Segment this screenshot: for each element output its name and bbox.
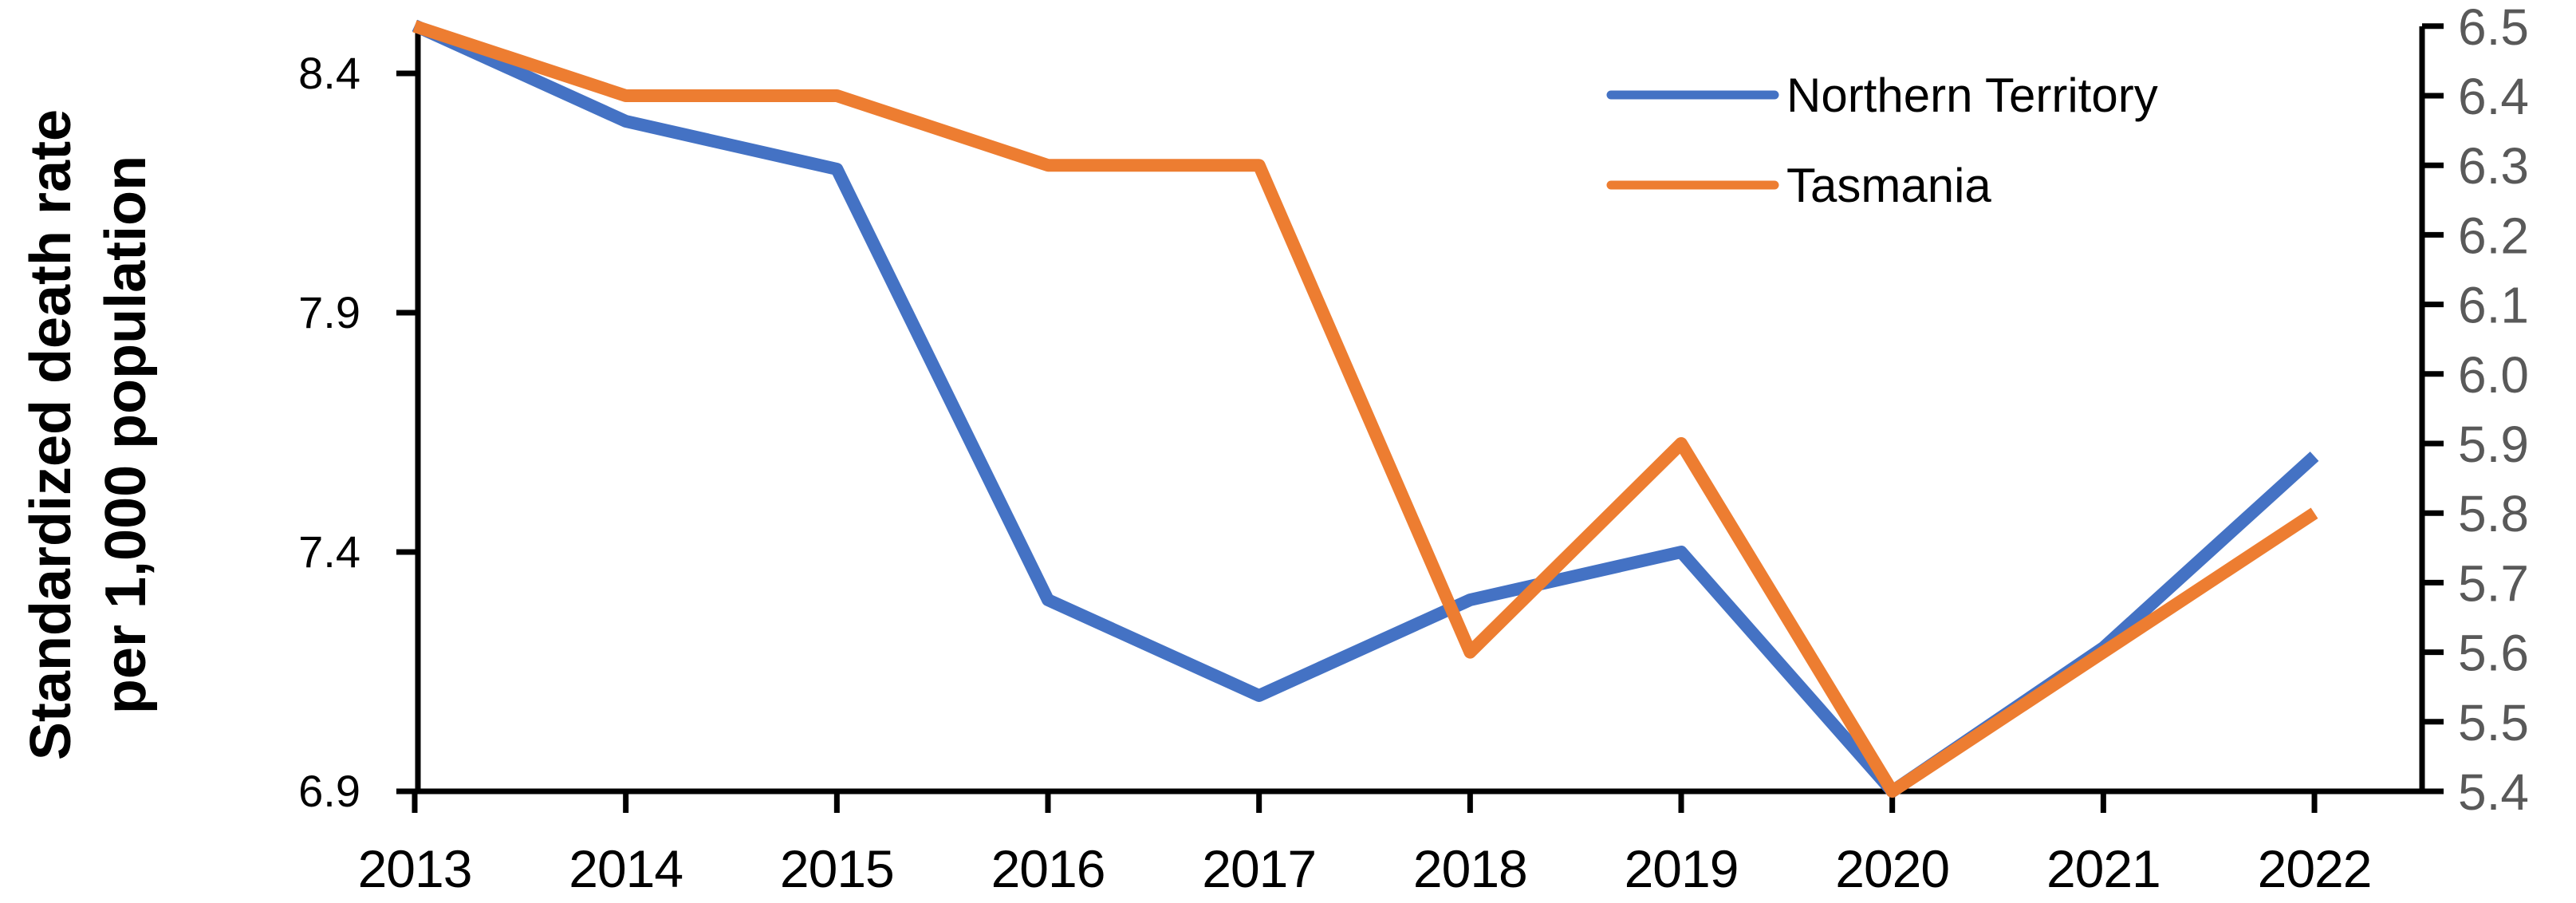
right-y-tick-label: 6.2 — [2458, 207, 2529, 264]
right-y-tick-label: 6.0 — [2458, 346, 2529, 404]
x-tick-label: 2022 — [2258, 839, 2372, 898]
y-axis-title: Standardized death rate per 1,000 populat… — [19, 109, 158, 760]
x-tick-label: 2019 — [1625, 839, 1739, 898]
y-axis-title-line-1: Standardized death rate — [19, 109, 83, 760]
left-y-tick-label: 8.4 — [298, 48, 360, 98]
right-y-tick-label: 6.4 — [2458, 68, 2529, 125]
x-tick-label: 2016 — [991, 839, 1105, 898]
right-y-tick-label: 6.1 — [2458, 277, 2529, 334]
x-tick-label: 2020 — [1835, 839, 1949, 898]
legend-label-tasmania: Tasmania — [1786, 159, 1991, 212]
left-y-tick-label: 7.9 — [298, 287, 360, 337]
right-y-tick-label: 5.7 — [2458, 554, 2529, 612]
right-y-tick-label: 6.5 — [2458, 0, 2529, 56]
x-tick-label: 2017 — [1202, 839, 1316, 898]
left-y-tick-label: 6.9 — [298, 766, 360, 816]
right-y-tick-label: 5.6 — [2458, 625, 2529, 682]
right-y-tick-label: 5.4 — [2458, 763, 2529, 821]
right-y-tick-label: 5.5 — [2458, 694, 2529, 751]
left-y-tick-label: 7.4 — [298, 526, 360, 577]
y-axis-title-line-2: per 1,000 population — [94, 156, 158, 714]
right-y-tick-label: 5.9 — [2458, 416, 2529, 473]
right-y-tick-label: 6.3 — [2458, 137, 2529, 195]
x-tick-label: 2018 — [1413, 839, 1527, 898]
x-tick-label: 2021 — [2046, 839, 2160, 898]
x-tick-label: 2014 — [569, 839, 683, 898]
right-y-tick-label: 5.8 — [2458, 485, 2529, 542]
x-tick-label: 2015 — [780, 839, 894, 898]
series-line-tasmania — [412, 20, 2318, 798]
legend-label-northern-territory: Northern Territory — [1786, 69, 2158, 122]
x-tick-label: 2013 — [358, 839, 472, 898]
